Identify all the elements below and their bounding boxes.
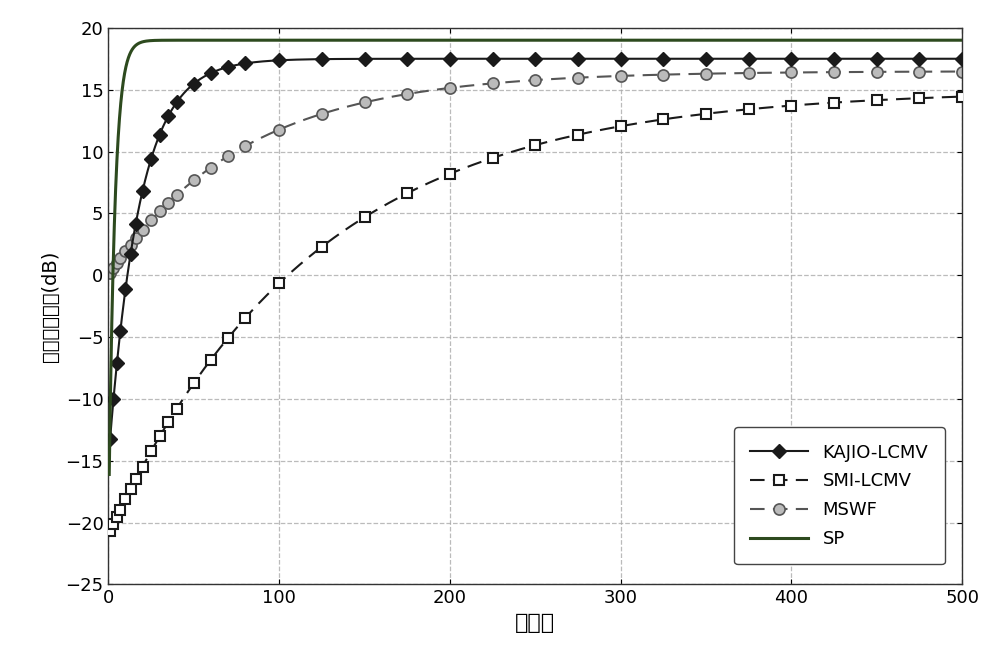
Legend: KAJIO-LCMV, SMI-LCMV, MSWF, SP: KAJIO-LCMV, SMI-LCMV, MSWF, SP bbox=[734, 428, 945, 564]
Y-axis label: 输出信干噪比(dB): 输出信干噪比(dB) bbox=[41, 250, 60, 362]
X-axis label: 快拍数: 快拍数 bbox=[515, 613, 555, 633]
